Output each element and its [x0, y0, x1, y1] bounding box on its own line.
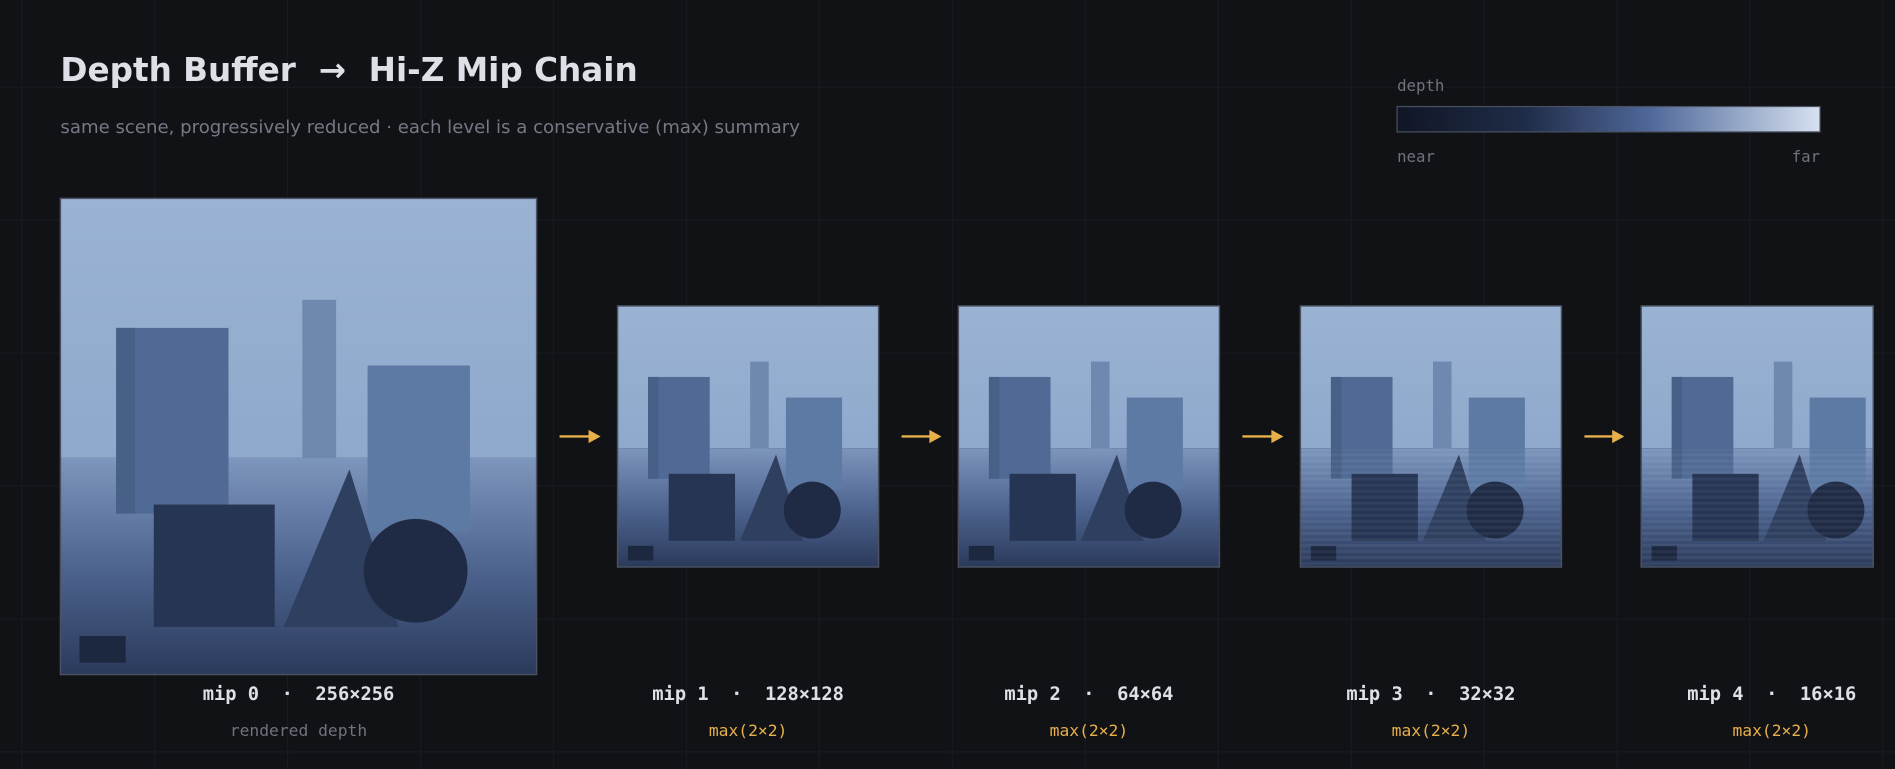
depth-image [958, 305, 1220, 567]
arrow-head [1271, 429, 1284, 444]
panel-border [1640, 305, 1874, 568]
mip-note: rendered depth [230, 721, 367, 740]
mip-panel: mip 3 · 32×32 max(2×2) [1242, 305, 1563, 740]
legend-label: depth [1397, 76, 1444, 95]
panel-border [1299, 305, 1563, 568]
mip-chain: mip 0 · 256×256 rendered depth mip 1 · 128… [59, 197, 1874, 740]
mip-label: mip 2 · 64×64 [1004, 684, 1173, 705]
mip-banding [1641, 449, 1874, 567]
panel-border [957, 305, 1221, 568]
legend-gradient [1396, 105, 1821, 133]
mip-panel: mip 4 · 16×16 max(2×2) [1584, 305, 1874, 740]
mip-label: mip 0 · 256×256 [203, 684, 395, 705]
mip-label: mip 1 · 128×128 [652, 684, 844, 705]
depth-image [1641, 305, 1874, 567]
depth-image [1300, 305, 1562, 567]
mip-panel: mip 0 · 256×256 rendered depth [59, 197, 538, 740]
mip-note: max(2×2) [1050, 721, 1129, 740]
arrow-head [929, 429, 942, 444]
depth-image [60, 198, 537, 675]
arrow-head [1612, 429, 1625, 444]
depth-scene [958, 305, 1220, 567]
legend-far: far [1792, 147, 1820, 166]
mip-note: max(2×2) [1732, 721, 1811, 740]
mip-panel: mip 2 · 64×64 max(2×2) [901, 305, 1221, 740]
arrow-head [588, 429, 601, 444]
mip-note: max(2×2) [709, 721, 788, 740]
panel-border [616, 305, 880, 568]
title: Depth Buffer → Hi-Z Mip Chain [60, 51, 637, 89]
legend-near: near [1397, 147, 1435, 166]
depth-image [617, 305, 879, 567]
subtitle: same scene, progressively reduced · each… [60, 117, 800, 138]
panel-border [59, 197, 538, 676]
mip-panel: mip 1 · 128×128 max(2×2) [559, 305, 880, 740]
depth-scene [617, 305, 879, 567]
mip-note: max(2×2) [1392, 721, 1471, 740]
mip-label: mip 4 · 16×16 [1687, 684, 1856, 705]
mip-label: mip 3 · 32×32 [1346, 684, 1515, 705]
mip-banding [1300, 449, 1562, 567]
depth-scene [60, 198, 537, 675]
